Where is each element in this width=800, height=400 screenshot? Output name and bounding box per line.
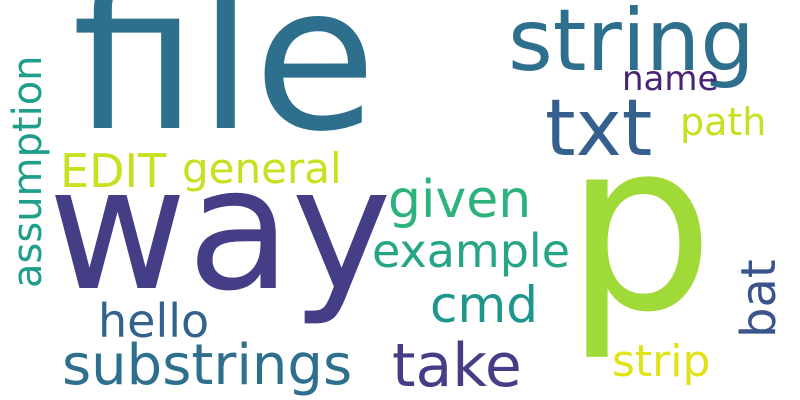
word-cmd: cmd <box>430 276 538 334</box>
word-assumption: assumption <box>5 55 51 288</box>
word-given: given <box>388 170 532 230</box>
word-string: string <box>508 0 755 91</box>
word-way: way <box>48 131 392 329</box>
word-name: name <box>622 59 719 99</box>
word-file: file <box>72 0 377 176</box>
word-hello: hello <box>98 294 210 348</box>
word-general: general <box>182 144 342 193</box>
word-substrings: substrings <box>62 333 353 398</box>
word-example: example <box>372 224 570 278</box>
word-p: p <box>565 91 715 364</box>
word-path: path <box>680 100 767 144</box>
word-txt: txt <box>545 84 653 174</box>
word-edit: EDIT <box>60 144 167 198</box>
word-bat: bat <box>731 259 787 338</box>
word-take: take <box>392 331 522 400</box>
word-strip: strip <box>612 336 711 387</box>
